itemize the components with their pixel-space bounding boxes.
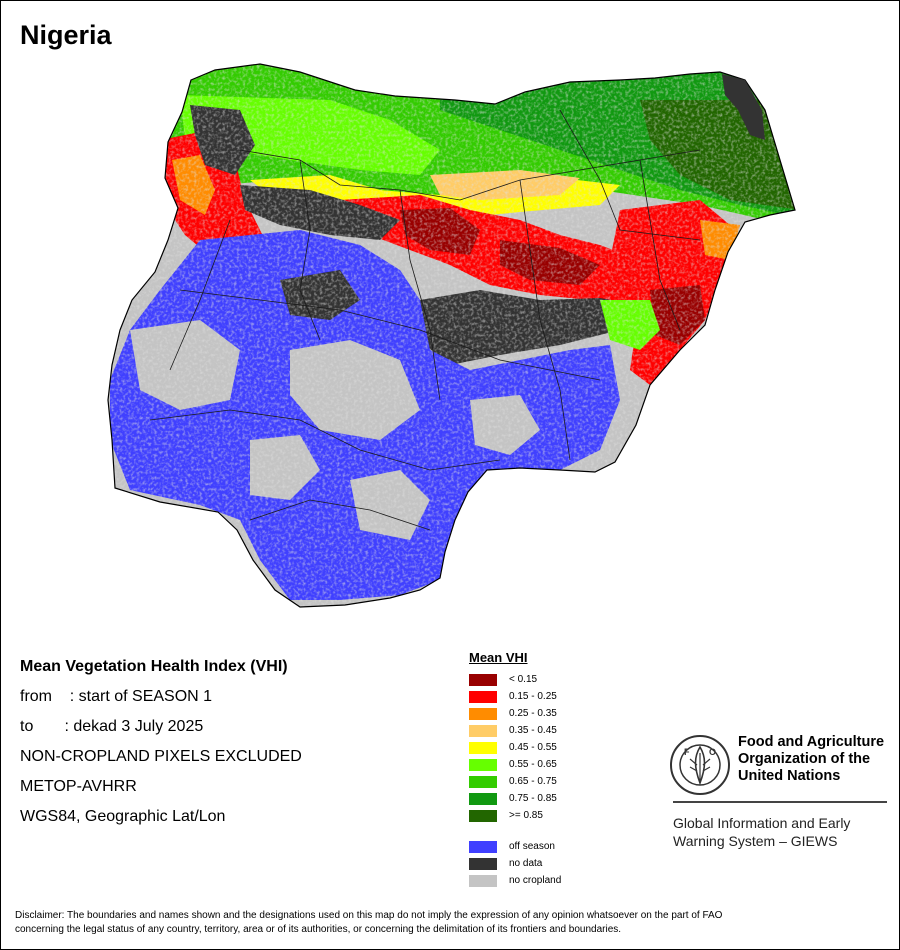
legend-class-row: 0.65 - 0.75 [469,773,561,790]
legend-class-swatch [469,775,497,788]
legend-other-label: off season [509,841,555,852]
legend-class-label: 0.35 - 0.45 [509,725,557,736]
fao-name-line3: United Nations [738,768,841,784]
legend-class-swatch [469,673,497,686]
to-label: to [20,718,34,735]
to-value: : dekad 3 July 2025 [64,718,204,735]
svg-text:F: F [684,747,690,757]
legend-other-swatch [469,857,497,870]
legend-other-row: no cropland [469,872,561,889]
legend-class-row: 0.75 - 0.85 [469,790,561,807]
vhi-raster [108,64,795,607]
projection-label: WGS84, Geographic Lat/Lon [20,808,226,825]
legend-class-row: < 0.15 [469,671,561,688]
legend-classes: < 0.15 0.15 - 0.25 0.25 - 0.35 0.35 - 0.45 0… [469,671,561,824]
legend-other-row: off season [469,838,561,855]
legend-class-swatch [469,758,497,771]
fao-name-line1: Food and Agriculture [738,734,885,750]
legend-other: off season no data no cropland [469,838,561,889]
to-line: to : dekad 3 July 2025 [20,716,302,746]
from-line: from : start of SEASON 1 [20,686,302,716]
legend-class-swatch [469,809,497,822]
legend-class-label: 0.15 - 0.25 [509,691,557,702]
legend-class-row: >= 0.85 [469,807,561,824]
fao-divider [673,801,887,803]
legend-class-swatch [469,724,497,737]
legend-class-swatch [469,690,497,703]
from-label: from [20,688,52,705]
legend-class-swatch [469,792,497,805]
legend: Mean VHI < 0.15 0.15 - 0.25 0.25 - 0.35 0.3… [469,650,561,889]
legend-title: Mean VHI [469,650,528,665]
legend-other-swatch [469,874,497,887]
legend-class-label: 0.45 - 0.55 [509,742,557,753]
map-info: Mean Vegetation Health Index (VHI) from … [20,656,302,836]
giews-line2: Warning System – GIEWS [673,833,838,849]
sensor-label: METOP-AVHRR [20,778,137,795]
legend-other-label: no data [509,858,543,869]
from-value: : start of SEASON 1 [69,688,213,705]
legend-other-swatch [469,840,497,853]
legend-class-row: 0.15 - 0.25 [469,688,561,705]
legend-class-row: 0.45 - 0.55 [469,739,561,756]
legend-class-label: 0.25 - 0.35 [509,708,557,719]
legend-class-row: 0.55 - 0.65 [469,756,561,773]
legend-class-label: < 0.15 [509,674,538,685]
state-boundaries [149,109,701,531]
legend-class-swatch [469,707,497,720]
vhi-map [107,63,796,608]
giews-line1: Global Information and Early [673,815,851,831]
map-title: Nigeria [20,20,112,50]
legend-other-label: no cropland [509,875,562,886]
legend-class-row: 0.35 - 0.45 [469,722,561,739]
fao-name-line2: Organization of the [738,751,871,767]
index-heading: Mean Vegetation Health Index (VHI) [20,658,288,675]
svg-text:O: O [709,747,716,757]
fao-logo: F O [670,735,730,795]
legend-class-label: 0.75 - 0.85 [509,793,557,804]
lake-chad-area [722,74,765,140]
exclusion-note: NON-CROPLAND PIXELS EXCLUDED [20,748,302,765]
legend-other-row: no data [469,855,561,872]
disclaimer-line1: Disclaimer: The boundaries and names sho… [15,910,723,921]
legend-class-label: 0.65 - 0.75 [509,776,557,787]
legend-class-label: 0.55 - 0.65 [509,759,557,770]
country-outline [107,63,796,608]
disclaimer: Disclaimer: The boundaries and names sho… [15,909,885,937]
disclaimer-line2: concerning the legal status of any count… [15,924,622,935]
fao-name: Food and Agriculture Organization of the… [738,734,884,785]
legend-class-row: 0.25 - 0.35 [469,705,561,722]
legend-class-label: >= 0.85 [509,810,543,821]
giews-label: Global Information and Early Warning Sys… [673,814,850,850]
legend-class-swatch [469,741,497,754]
